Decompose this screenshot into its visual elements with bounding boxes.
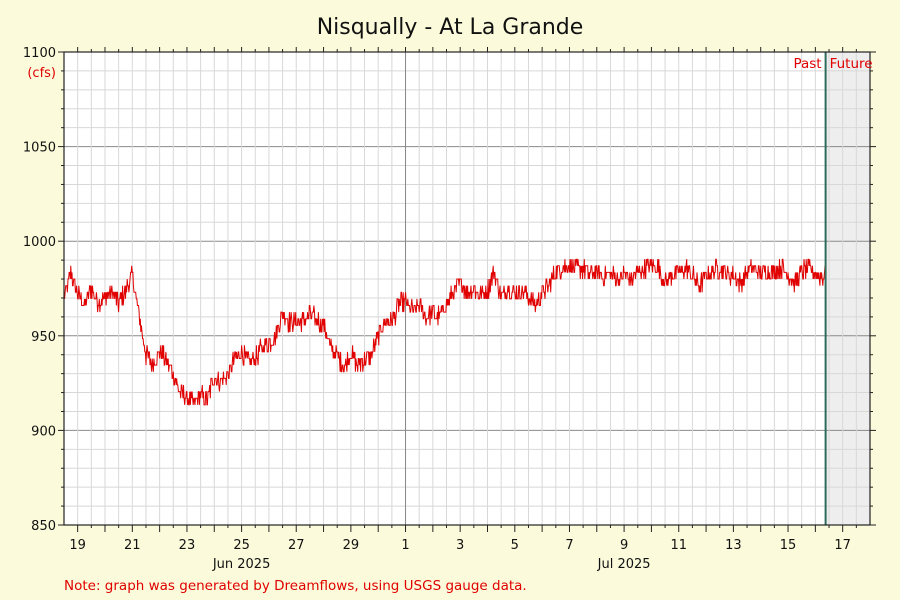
grid (64, 51, 870, 526)
x-tick-label: 21 (124, 538, 141, 553)
flow-series-line (63, 258, 827, 406)
x-tick-label: 19 (69, 538, 86, 553)
x-tick-label: 9 (620, 538, 628, 553)
plot-frame (63, 51, 871, 526)
x-tick-label: 11 (670, 538, 687, 553)
chart-title: Nisqually - At La Grande (317, 15, 584, 40)
x-tick-label: 7 (565, 538, 573, 553)
month-label: Jul 2025 (597, 557, 651, 572)
x-tick-label: 1 (401, 538, 409, 553)
y-axis-unit: (cfs) (27, 66, 56, 81)
x-tick-label: 29 (343, 538, 360, 553)
x-tick-label: 23 (179, 538, 196, 553)
y-tick-label: 950 (31, 330, 56, 345)
y-tick-label: 900 (31, 424, 56, 439)
x-tick-label: 3 (456, 538, 464, 553)
y-tick-label: 1000 (23, 235, 56, 250)
x-tick-label: 17 (834, 538, 851, 553)
y-tick-label: 1050 (23, 141, 56, 156)
source-note: Note: graph was generated by Dreamflows,… (64, 578, 527, 594)
x-tick-label: 15 (780, 538, 797, 553)
x-tick-label: 5 (511, 538, 519, 553)
month-label: Jun 2025 (212, 557, 271, 572)
x-tick-label: 13 (725, 538, 742, 553)
x-tick-label: 27 (288, 538, 305, 553)
y-tick-label: 850 (31, 519, 56, 534)
y-tick-label: 1100 (23, 46, 56, 61)
future-label: Future (830, 56, 873, 72)
future-region (825, 52, 870, 525)
past-label: Past (793, 56, 821, 72)
x-tick-label: 25 (233, 538, 250, 553)
